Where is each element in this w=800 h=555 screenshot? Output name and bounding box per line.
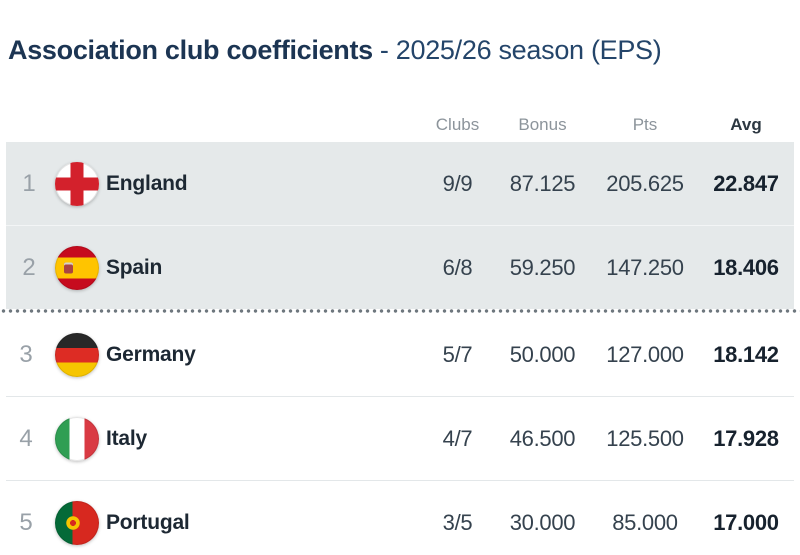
highlighted-rows-block: 1 England 9/9 87.125 205.625 22.847 2 Sp… xyxy=(6,142,794,309)
avg-value: 17.000 xyxy=(713,509,779,535)
bonus-value: 46.500 xyxy=(509,425,576,451)
table-row-spain[interactable]: 2 Spain 6/8 59.250 147.250 18.406 xyxy=(6,226,794,309)
italy-flag-icon xyxy=(55,416,99,461)
table-row-germany[interactable]: 3 Germany 5/7 50.000 127.000 18.142 xyxy=(0,313,800,396)
table-header-row: Clubs Bonus Pts Avg xyxy=(0,108,800,142)
page-title: Association club coefficients - 2025/26 s… xyxy=(8,34,800,66)
flag-cell xyxy=(52,332,102,377)
rank-cell: 2 xyxy=(22,253,36,281)
country-name: Spain xyxy=(106,255,163,279)
page-title-main: Association club coefficients xyxy=(8,35,373,65)
pts-value: 205.625 xyxy=(606,170,684,196)
flag-cell xyxy=(52,161,102,206)
pts-value: 147.250 xyxy=(606,254,684,280)
page-title-season: - 2025/26 season (EPS) xyxy=(379,35,662,65)
rank-cell: 5 xyxy=(19,508,33,536)
flag-cell xyxy=(52,500,102,545)
column-header-pts: Pts xyxy=(632,115,658,134)
country-name: England xyxy=(106,171,188,195)
row-divider xyxy=(6,480,794,481)
row-divider xyxy=(6,396,794,397)
column-header-clubs: Clubs xyxy=(435,115,480,134)
rank-cell: 3 xyxy=(19,340,33,368)
bonus-value: 30.000 xyxy=(509,509,576,535)
avg-value: 17.928 xyxy=(713,425,779,451)
pts-value: 127.000 xyxy=(606,341,684,367)
clubs-value: 6/8 xyxy=(442,254,473,280)
rank-cell: 4 xyxy=(19,424,33,452)
germany-flag-icon xyxy=(55,332,99,377)
country-name: Portugal xyxy=(106,510,190,534)
country-name: Germany xyxy=(106,342,196,366)
clubs-value: 9/9 xyxy=(442,170,473,196)
rank-cell: 1 xyxy=(22,169,36,197)
column-header-avg: Avg xyxy=(730,115,762,134)
flag-cell xyxy=(52,245,102,290)
clubs-value: 3/5 xyxy=(442,509,473,535)
spain-flag-icon xyxy=(55,245,99,290)
country-name: Italy xyxy=(106,426,148,450)
row-divider xyxy=(6,225,794,226)
england-flag-icon xyxy=(55,161,99,206)
clubs-value: 5/7 xyxy=(442,341,473,367)
table-row-portugal[interactable]: 5 Portugal 3/5 30.000 85.000 17.000 xyxy=(0,481,800,555)
qualification-cutoff-divider xyxy=(0,309,800,313)
bonus-value: 50.000 xyxy=(509,341,576,367)
table-row-italy[interactable]: 4 Italy 4/7 46.500 125.500 17.928 xyxy=(0,397,800,480)
bonus-value: 59.250 xyxy=(509,254,576,280)
clubs-value: 4/7 xyxy=(442,425,473,451)
avg-value: 18.406 xyxy=(713,254,779,280)
portugal-flag-icon xyxy=(55,500,99,545)
bonus-value: 87.125 xyxy=(509,170,576,196)
pts-value: 85.000 xyxy=(612,509,678,535)
avg-value: 22.847 xyxy=(713,170,779,196)
pts-value: 125.500 xyxy=(606,425,684,451)
table-row-england[interactable]: 1 England 9/9 87.125 205.625 22.847 xyxy=(6,142,794,225)
flag-cell xyxy=(52,416,102,461)
association-coefficients-panel: Association club coefficients - 2025/26 s… xyxy=(0,34,800,555)
column-header-bonus: Bonus xyxy=(518,115,567,134)
avg-value: 18.142 xyxy=(713,341,779,367)
